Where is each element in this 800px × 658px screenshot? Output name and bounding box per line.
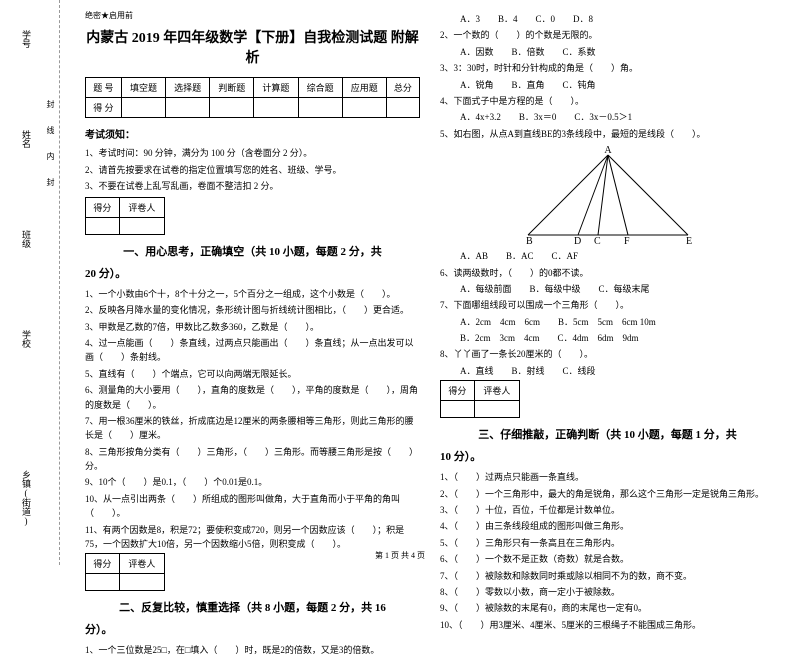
question: 5、（ ）三角形只有一条高且在三角形内。 xyxy=(440,536,775,550)
question: 3、甲数是乙数的7倍，甲数比乙数多360，乙数是（ ）。 xyxy=(85,320,420,334)
page-footer: 第 1 页 共 4 页 xyxy=(0,550,800,561)
question: 7、（ ）被除数和除数同时乘或除以相同不为的数，商不变。 xyxy=(440,569,775,583)
field-student-id: 学号 xyxy=(20,30,33,48)
content-area: 绝密★启用前 内蒙古 2019 年四年级数学【下册】自我检测试题 附解析 题 号… xyxy=(60,0,800,565)
question: 10、（ ）用3厘米、4厘米、5厘米的三根绳子不能围成三角形。 xyxy=(440,618,775,632)
th: 填空题 xyxy=(121,78,165,98)
question: 8、三角形按角分类有（ ）三角形，（ ）三角形。而等腰三角形是按（ ）分。 xyxy=(85,445,420,474)
choices: A．4x+3.2 B．3x＝0 C．3x－0.5＞1 xyxy=(460,110,775,124)
question: 10、从一点引出两条（ ）所组成的图形叫做角，大于直角而小于平角的角叫（ ）。 xyxy=(85,492,420,521)
question: 4、过一点能画（ ）条直线，过两点只能画出（ ）条直线；从一点出发可以画（ ）条… xyxy=(85,336,420,365)
th: 计算题 xyxy=(254,78,298,98)
notice-item: 1、考试时间：90 分钟，满分为 100 分（含卷面分 2 分）。 xyxy=(85,147,420,160)
exam-page: 学号 姓名 班级 学校 乡镇(街道) 封 线 内 封 绝密★启用前 内蒙古 20… xyxy=(0,0,800,565)
choices: A．每级前面 B．每级中级 C．每级末尾 xyxy=(460,282,775,296)
svg-text:E: E xyxy=(686,236,692,245)
svg-text:F: F xyxy=(624,236,630,245)
question: 4、（ ）由三条线段组成的图形叫做三角形。 xyxy=(440,519,775,533)
question: 11、有两个因数是8，积是72；要使积变成720，则另一个因数应该（ ）；积是7… xyxy=(85,523,420,552)
table-row: 得 分 xyxy=(86,98,420,118)
td[interactable] xyxy=(298,98,342,118)
section-score-box: 得分评卷人 xyxy=(85,197,165,235)
question: 5、如右图，从点A到直线BE的3条线段中，最短的是线段（ ）。 xyxy=(440,127,775,141)
td: 得分 xyxy=(86,197,120,217)
table-row: 题 号 填空题 选择题 判断题 计算题 综合题 应用题 总分 xyxy=(86,78,420,98)
td[interactable] xyxy=(441,401,475,418)
svg-text:D: D xyxy=(574,236,581,245)
question: 7、用一根36厘米的铁丝，折成底边是12厘米的两条腰相等三角形，则此三角形的腰长… xyxy=(85,414,420,443)
th: 综合题 xyxy=(298,78,342,98)
td[interactable] xyxy=(86,217,120,234)
th: 题 号 xyxy=(86,78,122,98)
question: 9、10个（ ）是0.1，（ ）个0.01是0.1。 xyxy=(85,475,420,489)
question: 5、直线有（ ）个端点，它可以向两端无限延长。 xyxy=(85,367,420,381)
notice-item: 3、不要在试卷上乱写乱画，卷面不整洁扣 2 分。 xyxy=(85,180,420,193)
secret-tag: 绝密★启用前 xyxy=(85,10,420,21)
field-name: 姓名 xyxy=(20,130,33,148)
section-1-sub: 20 分）。 xyxy=(85,265,420,281)
td: 评卷人 xyxy=(119,197,164,217)
question: 2、反映各月降水量的变化情况，条形统计图与折线统计图相比，（ ）更合适。 xyxy=(85,303,420,317)
td: 评卷人 xyxy=(474,381,519,401)
question: 3、3：30时，时针和分针构成的角是（ ）角。 xyxy=(440,61,775,75)
td[interactable] xyxy=(254,98,298,118)
notice-item: 2、请首先按要求在试卷的指定位置填写您的姓名、班级、学号。 xyxy=(85,164,420,177)
question: 1、一个三位数是25□，在□填入（ ）时，既是2的倍数，又是3的倍数。 xyxy=(85,643,420,657)
section-1-title: 一、用心思考，正确填空（共 10 小题，每题 2 分，共 xyxy=(85,243,420,259)
section-2-title: 二、反复比较，慎重选择（共 8 小题，每题 2 分，共 16 xyxy=(85,599,420,615)
th: 判断题 xyxy=(210,78,254,98)
choices: A．2cm 4cm 6cm B．5cm 5cm 6cm 10m xyxy=(460,315,775,329)
field-school: 学校 xyxy=(20,330,33,348)
question: 6、读两级数时，（ ）的0都不读。 xyxy=(440,266,775,280)
th: 选择题 xyxy=(166,78,210,98)
score-table: 题 号 填空题 选择题 判断题 计算题 综合题 应用题 总分 得 分 xyxy=(85,77,420,118)
question: 8、丫丫画了一条长20厘米的（ ）。 xyxy=(440,347,775,361)
question: 4、下面式子中是方程的是（ ）。 xyxy=(440,94,775,108)
field-class: 班级 xyxy=(20,230,33,248)
td[interactable] xyxy=(166,98,210,118)
choices: A．AB B．AC C．AF xyxy=(460,249,775,263)
section-2-sub: 分）。 xyxy=(85,621,420,637)
td: 得分 xyxy=(441,381,475,401)
question: 3、（ ）十位，百位，千位都是计数单位。 xyxy=(440,503,775,517)
th: 应用题 xyxy=(342,78,386,98)
left-column: 绝密★启用前 内蒙古 2019 年四年级数学【下册】自我检测试题 附解析 题 号… xyxy=(75,10,430,555)
td[interactable] xyxy=(474,401,519,418)
section-score-box: 得分评卷人 xyxy=(440,380,520,418)
td[interactable] xyxy=(210,98,254,118)
section-3-title: 三、仔细推敲，正确判断（共 10 小题，每题 1 分，共 xyxy=(440,426,775,442)
notice-title: 考试须知： xyxy=(85,126,420,141)
question: 7、下面哪组线段可以围成一个三角形（ ）。 xyxy=(440,298,775,312)
binding-margin: 学号 姓名 班级 学校 乡镇(街道) 封 线 内 封 xyxy=(0,0,60,565)
question: 1、一个小数由6个十，8个十分之一，5个百分之一组成，这个小数是（ ）。 xyxy=(85,287,420,301)
td[interactable] xyxy=(119,574,164,591)
td[interactable] xyxy=(119,217,164,234)
svg-text:A: A xyxy=(604,145,612,156)
td[interactable] xyxy=(386,98,419,118)
td[interactable] xyxy=(86,574,120,591)
question: 8、（ ）零数以小数，商一定小于被除数。 xyxy=(440,585,775,599)
th: 总分 xyxy=(386,78,419,98)
choices: A．直线 B．射线 C．线段 xyxy=(460,364,775,378)
question: 2、（ ）一个三角形中，最大的角是锐角，那么这个三角形一定是锐角三角形。 xyxy=(440,487,775,501)
svg-text:C: C xyxy=(594,236,601,245)
choices: A．锐角 B．直角 C．钝角 xyxy=(460,78,775,92)
field-town: 乡镇(街道) xyxy=(20,470,33,526)
seal-line-text: 封 线 内 封 xyxy=(45,100,56,194)
exam-title: 内蒙古 2019 年四年级数学【下册】自我检测试题 附解析 xyxy=(85,27,420,67)
choices: A．3 B．4 C．0 D．8 xyxy=(460,12,775,26)
td[interactable] xyxy=(342,98,386,118)
svg-text:B: B xyxy=(526,236,533,245)
triangle-diagram: A B D C F E xyxy=(508,145,708,245)
question: 2、一个数的（ ）的个数是无限的。 xyxy=(440,28,775,42)
td[interactable] xyxy=(121,98,165,118)
choices: A．因数 B．倍数 C．系数 xyxy=(460,45,775,59)
question: 1、（ ）过两点只能画一条直线。 xyxy=(440,470,775,484)
choices: B．2cm 3cm 4cm C．4dm 6dm 9dm xyxy=(460,331,775,345)
td: 得 分 xyxy=(86,98,122,118)
right-column: A．3 B．4 C．0 D．8 2、一个数的（ ）的个数是无限的。 A．因数 B… xyxy=(430,10,785,555)
question: 6、测量角的大小要用（ ），直角的度数是（ ），平角的度数是（ ），周角的度数是… xyxy=(85,383,420,412)
question: 9、（ ）被除数的末尾有0，商的末尾也一定有0。 xyxy=(440,601,775,615)
section-3-sub: 10 分）。 xyxy=(440,448,775,464)
